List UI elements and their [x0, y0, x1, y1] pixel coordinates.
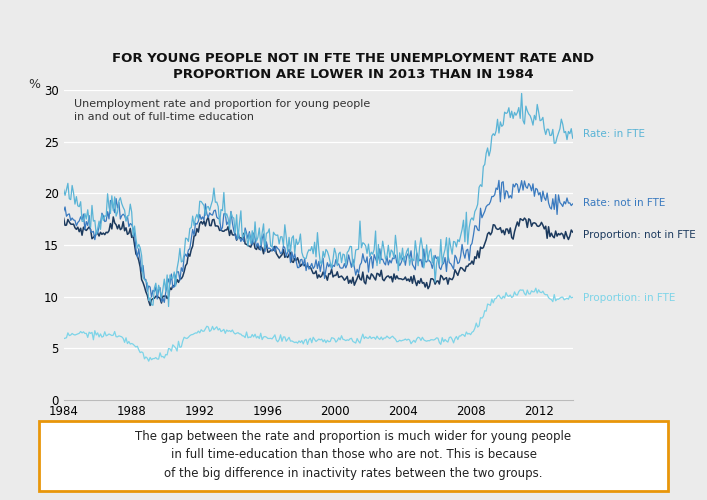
- Text: Unemployment rate and proportion for young people
in and out of full-time educat: Unemployment rate and proportion for you…: [74, 100, 370, 122]
- FancyBboxPatch shape: [39, 422, 669, 491]
- Text: The gap between the rate and proportion is much wider for young people
in full t: The gap between the rate and proportion …: [136, 430, 571, 480]
- Text: %: %: [28, 78, 40, 90]
- Text: Rate: not in FTE: Rate: not in FTE: [583, 198, 666, 207]
- Text: FOR YOUNG PEOPLE NOT IN FTE THE UNEMPLOYMENT RATE AND
PROPORTION ARE LOWER IN 20: FOR YOUNG PEOPLE NOT IN FTE THE UNEMPLOY…: [112, 52, 595, 82]
- Text: Proportion: in FTE: Proportion: in FTE: [583, 292, 676, 302]
- Text: Rate: in FTE: Rate: in FTE: [583, 130, 645, 140]
- Text: Proportion: not in FTE: Proportion: not in FTE: [583, 230, 696, 239]
